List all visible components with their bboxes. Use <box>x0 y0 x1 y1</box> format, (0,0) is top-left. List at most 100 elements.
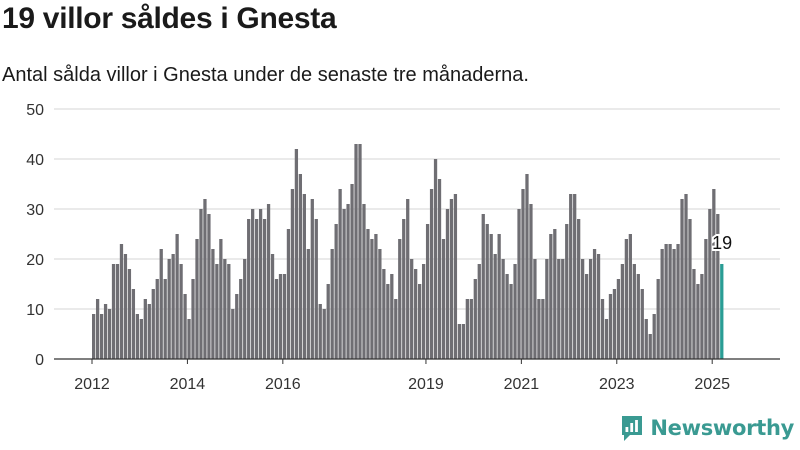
bar <box>262 219 267 359</box>
bar <box>163 279 167 359</box>
bar <box>473 279 477 359</box>
bar <box>302 194 306 359</box>
bar <box>549 234 553 359</box>
bar <box>219 239 223 359</box>
bar <box>119 244 124 359</box>
bar <box>243 259 247 359</box>
bar <box>636 274 640 359</box>
brand-logo[interactable]: Newsworthy <box>620 412 794 444</box>
bar <box>545 259 549 359</box>
bar <box>716 214 720 359</box>
bar <box>660 249 664 359</box>
bar <box>270 254 275 359</box>
x-tick-label: 2021 <box>504 376 540 393</box>
bar <box>135 314 140 359</box>
bar <box>99 314 104 359</box>
bar <box>410 259 414 359</box>
bar <box>159 249 163 359</box>
bar <box>624 239 629 359</box>
bar <box>318 304 322 359</box>
bar <box>581 259 585 359</box>
bar <box>386 284 390 359</box>
bar <box>592 249 597 359</box>
bar <box>92 314 96 359</box>
bar <box>370 239 374 359</box>
x-tick-label: 2016 <box>265 376 301 393</box>
bar <box>203 199 207 359</box>
bar <box>223 259 227 359</box>
bar <box>600 299 605 359</box>
bar <box>680 199 684 359</box>
bar <box>692 269 696 359</box>
bar <box>326 284 330 359</box>
bar <box>449 199 454 359</box>
bar <box>211 249 215 359</box>
bar <box>294 149 299 359</box>
x-tick-label: 2023 <box>599 376 635 393</box>
bar <box>207 214 211 359</box>
bar <box>342 209 346 359</box>
chart-title: 19 villor såldes i Gnesta <box>2 2 337 35</box>
bar <box>179 264 183 359</box>
bar <box>334 224 338 359</box>
bar <box>429 189 434 359</box>
newsworthy-logo-icon <box>622 416 643 441</box>
bar <box>314 219 318 359</box>
bar <box>278 274 283 359</box>
bar <box>362 204 366 359</box>
bar <box>115 264 120 359</box>
bar <box>235 294 239 359</box>
bar <box>266 204 271 359</box>
bar <box>175 234 179 359</box>
bar <box>441 239 446 359</box>
bar <box>418 284 422 359</box>
bar <box>227 264 231 359</box>
bar <box>704 239 708 359</box>
bar <box>700 274 704 359</box>
bar <box>191 279 195 359</box>
bar <box>358 144 362 359</box>
bar <box>517 209 521 359</box>
brand-name: Newsworthy <box>650 416 794 440</box>
x-tick-label: 2019 <box>408 376 444 393</box>
bar <box>656 279 660 359</box>
bar <box>501 259 505 359</box>
bar <box>632 264 636 359</box>
y-tick-label: 50 <box>26 102 44 119</box>
bar <box>588 259 593 359</box>
bar <box>541 299 545 359</box>
bar <box>628 234 632 359</box>
bar <box>195 239 199 359</box>
bar <box>147 304 151 359</box>
bar <box>445 209 450 359</box>
bar <box>509 284 513 359</box>
bar <box>406 199 410 359</box>
bar <box>394 299 398 359</box>
bar <box>521 189 525 359</box>
bar <box>107 309 112 359</box>
bar <box>183 294 187 359</box>
bar <box>239 279 243 359</box>
bar <box>688 219 692 359</box>
bar <box>648 334 652 359</box>
bar <box>489 234 493 359</box>
bar <box>421 264 426 359</box>
bar <box>537 299 541 359</box>
bar <box>481 214 485 359</box>
bar <box>127 269 132 359</box>
bar <box>437 179 442 359</box>
bar <box>620 264 625 359</box>
bar <box>282 274 287 359</box>
bar <box>640 289 644 359</box>
bar <box>608 294 613 359</box>
bar <box>684 194 688 359</box>
bar <box>616 279 621 359</box>
bar <box>199 209 203 359</box>
bar <box>668 244 672 359</box>
bar <box>366 229 370 359</box>
bar <box>533 259 537 359</box>
bar <box>390 274 394 359</box>
bar <box>425 224 430 359</box>
bar <box>290 189 295 359</box>
y-tick-label: 0 <box>35 352 44 369</box>
